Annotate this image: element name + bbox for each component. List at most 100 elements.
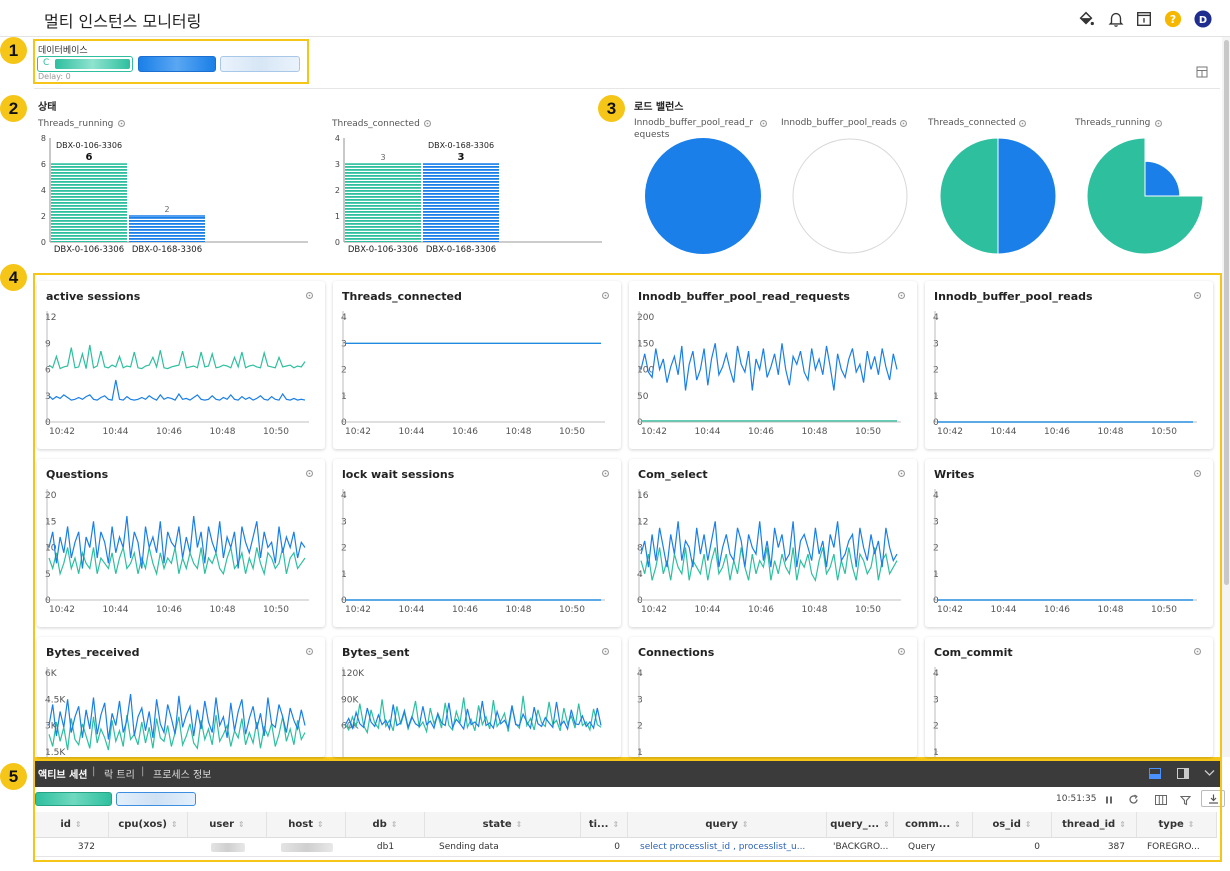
sort-icon[interactable]: ⇕	[883, 820, 890, 829]
gear-icon[interactable]	[1154, 119, 1163, 128]
column-header[interactable]: thread_id ⇕	[1052, 812, 1137, 838]
gear-icon[interactable]	[1193, 291, 1202, 300]
metric-card-title: Innodb_buffer_pool_reads	[934, 290, 1093, 303]
info-panel-icon[interactable]	[1134, 9, 1154, 29]
metric-card: Writes 0 1 2 3 4 10:42 10:44 10:46 10:48 10:50	[925, 459, 1213, 627]
gear-icon[interactable]	[759, 119, 768, 128]
pause-icon[interactable]	[1104, 795, 1114, 805]
help-icon[interactable]: ?	[1163, 9, 1183, 29]
active-session-panel: 액티브 세션 | 락 트리 | 프로세스 정보 10:51:35 id ⇕ cpu(…	[34, 760, 1225, 860]
column-header[interactable]: host ⇕	[267, 812, 346, 838]
sort-icon[interactable]: ⇕	[515, 820, 523, 829]
y-tick-label: 4	[335, 134, 340, 143]
tab-process-info[interactable]: 프로세스 정보	[153, 770, 212, 781]
redacted-value	[210, 842, 245, 852]
sort-icon[interactable]: ⇕	[741, 820, 749, 829]
gear-icon[interactable]	[423, 119, 432, 128]
dock-right-icon[interactable]	[1177, 768, 1189, 779]
gear-icon[interactable]	[897, 469, 906, 478]
sort-icon[interactable]: ⇕	[1119, 820, 1126, 829]
column-header[interactable]: user ⇕	[188, 812, 267, 838]
gear-icon[interactable]	[899, 119, 908, 128]
y-tick-label: 3	[341, 517, 347, 527]
refresh-icon[interactable]	[1128, 794, 1139, 805]
dock-bottom-icon[interactable]	[1149, 768, 1161, 779]
gear-icon[interactable]	[601, 647, 610, 656]
sort-icon[interactable]: ⇕	[1024, 820, 1032, 829]
avatar[interactable]: D	[1193, 9, 1213, 29]
sort-icon[interactable]: ⇕	[317, 820, 324, 829]
gear-icon[interactable]	[897, 647, 906, 656]
x-tick-label: 10:42	[937, 427, 963, 437]
pie-empty-ring	[792, 138, 908, 254]
x-tick-label: 10:48	[506, 605, 532, 615]
y-tick-label: 1	[933, 392, 939, 402]
scrollbar-thumb[interactable]	[1224, 40, 1229, 585]
table-cell-db: db1	[376, 842, 395, 852]
tab-active-session[interactable]: 액티브 세션	[38, 770, 88, 781]
filter-icon[interactable]	[1180, 795, 1191, 806]
pie-chart-read-requests	[645, 138, 761, 254]
column-header-label: user	[209, 819, 235, 830]
line-chart: 0 1 2 3 4 10:42 10:44 10:46 10:48 10:50	[933, 311, 1197, 437]
tab-lock-tree[interactable]: 락 트리	[104, 770, 135, 781]
table-cell-os_id: 0	[1034, 842, 1040, 852]
sort-icon[interactable]: ⇕	[1187, 820, 1195, 829]
gear-icon[interactable]	[601, 291, 610, 300]
database-chip-1[interactable]: C	[37, 56, 133, 72]
sort-icon[interactable]: ⇕	[612, 820, 620, 829]
sort-icon[interactable]: ⇕	[238, 820, 245, 829]
x-category-label: DBX-0-106-3306	[54, 245, 124, 255]
bell-icon[interactable]	[1106, 9, 1126, 29]
gear-icon[interactable]	[305, 291, 314, 300]
series-line	[344, 700, 602, 732]
column-header[interactable]: ti... ⇕	[581, 812, 628, 838]
y-tick-label: 1	[341, 392, 347, 402]
gear-icon[interactable]	[601, 469, 610, 478]
columns-icon[interactable]	[1155, 795, 1167, 805]
y-tick-label: 3	[933, 339, 939, 349]
gear-icon[interactable]	[305, 469, 314, 478]
layout-toggle-icon[interactable]	[1196, 66, 1208, 78]
x-tick-label: 10:46	[452, 605, 478, 615]
column-header[interactable]: os_id ⇕	[973, 812, 1052, 838]
download-button[interactable]	[1201, 790, 1225, 807]
y-tick-label: 0	[933, 596, 939, 606]
y-tick-label: 6	[45, 366, 51, 376]
sort-icon[interactable]: ⇕	[390, 820, 398, 829]
x-tick-label: 10:42	[49, 427, 75, 437]
gear-icon[interactable]	[1193, 469, 1202, 478]
download-icon	[1209, 794, 1218, 804]
column-header[interactable]: db ⇕	[346, 812, 425, 838]
highlight-metric-grid	[33, 273, 1222, 759]
metric-card-title: Bytes_received	[46, 646, 140, 659]
column-header[interactable]: query_... ⇕	[827, 812, 894, 838]
paint-bucket-icon[interactable]	[1076, 9, 1096, 29]
pie-slice	[1144, 160, 1181, 197]
column-header[interactable]: type ⇕	[1137, 812, 1217, 838]
gear-icon[interactable]	[117, 119, 126, 128]
gear-icon[interactable]	[305, 647, 314, 656]
gear-icon[interactable]	[1018, 119, 1027, 128]
column-header[interactable]: comm... ⇕	[894, 812, 973, 838]
column-header[interactable]: state ⇕	[425, 812, 581, 838]
column-header[interactable]: query ⇕	[628, 812, 827, 838]
database-chip-3[interactable]	[220, 56, 300, 72]
instance-chip-2[interactable]	[116, 792, 196, 806]
line-chart: 0 3 6 9 12 10:42 10:44 10:46 10:48 10:50	[45, 311, 309, 437]
line-chart: 0 4 8 12 16 10:42 10:44 10:46 10:48 10:50	[637, 489, 901, 615]
instance-chip-1[interactable]	[35, 792, 112, 806]
gear-icon[interactable]	[1193, 647, 1202, 656]
series-line	[48, 545, 306, 577]
column-header[interactable]: cpu(xos) ⇕	[109, 812, 188, 838]
column-header[interactable]: id ⇕	[34, 812, 109, 838]
database-chip-2[interactable]	[138, 56, 216, 72]
x-tick-label: 10:50	[855, 427, 881, 437]
sort-icon[interactable]: ⇕	[170, 820, 178, 829]
sort-icon[interactable]: ⇕	[954, 820, 961, 829]
gear-icon[interactable]	[897, 291, 906, 300]
y-tick-label: 4	[933, 669, 939, 679]
column-header-label: os_id	[992, 819, 1021, 830]
sort-icon[interactable]: ⇕	[74, 820, 82, 829]
chevron-down-icon[interactable]	[1204, 769, 1215, 777]
